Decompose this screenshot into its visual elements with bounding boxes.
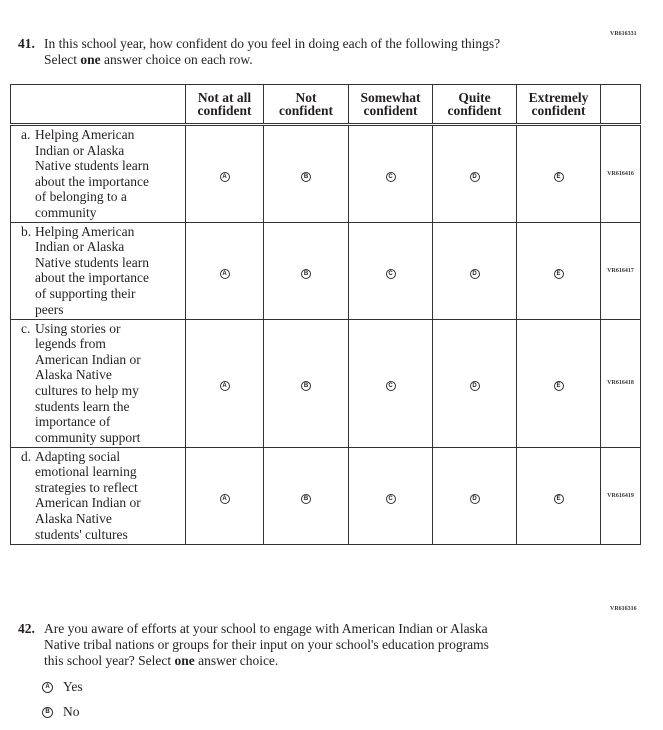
- prompt-text: answer choice on each row.: [100, 52, 253, 67]
- row-item: a. Helping American Indian or Alaska Nati…: [10, 124, 186, 223]
- radio-bubble-icon[interactable]: B: [301, 381, 311, 392]
- row-text: Helping American Indian or Alaska Native…: [35, 127, 149, 220]
- radio-bubble-icon[interactable]: C: [385, 171, 396, 182]
- question-42-code: VR616316: [610, 606, 637, 612]
- row-letter: a.: [21, 127, 31, 142]
- answer-cell[interactable]: E: [516, 318, 601, 448]
- row-item: b. Helping American Indian or Alaska Nati…: [10, 221, 186, 320]
- radio-bubble-icon[interactable]: E: [553, 493, 564, 504]
- header-row: Not at all confident Not confident Somew…: [10, 84, 641, 126]
- answer-cell[interactable]: D: [432, 221, 517, 320]
- radio-bubble-icon[interactable]: E: [553, 381, 564, 392]
- answer-cell[interactable]: C: [348, 318, 433, 448]
- radio-bubble-icon[interactable]: D: [469, 493, 480, 504]
- radio-bubble-icon[interactable]: C: [385, 381, 396, 392]
- prompt-text: Select: [44, 52, 81, 67]
- answer-cell[interactable]: D: [432, 446, 517, 545]
- row-code: VR616418: [600, 318, 641, 448]
- radio-bubble-icon[interactable]: A: [219, 171, 230, 182]
- radio-bubble-icon[interactable]: A: [219, 493, 230, 504]
- answer-cell[interactable]: D: [432, 318, 517, 448]
- answer-cell[interactable]: A: [185, 446, 264, 545]
- column-header: Somewhat confident: [348, 84, 433, 126]
- answer-cell[interactable]: B: [263, 318, 349, 448]
- row-item: d. Adapting social emotional learning str…: [10, 446, 186, 545]
- answer-cell[interactable]: B: [263, 124, 349, 223]
- prompt-text: Native tribal nations or groups for thei…: [44, 637, 489, 652]
- column-header: Not confident: [263, 84, 349, 126]
- header-blank: [10, 84, 186, 126]
- column-header: Extremely confident: [516, 84, 601, 126]
- prompt-text: answer choice.: [194, 653, 279, 668]
- option-yes[interactable]: A Yes: [42, 679, 83, 695]
- option-no[interactable]: B No: [42, 704, 80, 720]
- radio-bubble-icon[interactable]: A: [42, 681, 53, 693]
- header-blank: [600, 84, 641, 126]
- table-row: b. Helping American Indian or Alaska Nati…: [10, 221, 641, 320]
- option-label: No: [63, 704, 80, 719]
- prompt-text: In this school year, how confident do yo…: [44, 36, 501, 51]
- row-letter: b.: [21, 223, 32, 239]
- column-header: Quite confident: [432, 84, 517, 126]
- radio-bubble-icon[interactable]: B: [301, 268, 311, 279]
- answer-cell[interactable]: A: [185, 124, 264, 223]
- question-41-code: VR616331: [610, 31, 637, 37]
- radio-bubble-icon[interactable]: E: [553, 268, 564, 279]
- answer-cell[interactable]: B: [263, 221, 349, 320]
- answer-cell[interactable]: C: [348, 124, 433, 223]
- row-code: VR616417: [600, 221, 641, 320]
- prompt-text: this school year? Select: [44, 653, 175, 668]
- prompt-emphasis: one: [174, 653, 195, 668]
- prompt-emphasis: one: [80, 52, 101, 67]
- radio-bubble-icon[interactable]: D: [469, 381, 480, 392]
- question-number: 41.: [18, 36, 35, 51]
- radio-bubble-icon[interactable]: D: [469, 171, 480, 182]
- table-row: d. Adapting social emotional learning str…: [10, 446, 641, 545]
- answer-cell[interactable]: E: [516, 221, 601, 320]
- answer-cell[interactable]: E: [516, 124, 601, 223]
- radio-bubble-icon[interactable]: B: [301, 493, 311, 504]
- row-item: c. Using stories or legends from American…: [10, 318, 186, 448]
- row-letter: d.: [21, 448, 32, 464]
- answer-cell[interactable]: B: [263, 446, 349, 545]
- answer-cell[interactable]: A: [185, 221, 264, 320]
- row-letter: c.: [21, 320, 31, 336]
- option-label: Yes: [63, 679, 83, 694]
- row-code: VR616416: [600, 124, 641, 223]
- radio-bubble-icon[interactable]: B: [42, 706, 53, 718]
- row-code: VR616419: [600, 446, 641, 545]
- answer-cell[interactable]: C: [348, 446, 433, 545]
- column-header: Not at all confident: [185, 84, 264, 126]
- row-text: Helping American Indian or Alaska Native…: [35, 223, 149, 317]
- question-42-prompt: 42. Are you aware of efforts at your scho…: [18, 621, 489, 669]
- radio-bubble-icon[interactable]: C: [385, 493, 396, 504]
- radio-bubble-icon[interactable]: E: [553, 171, 564, 182]
- radio-bubble-icon[interactable]: D: [469, 268, 480, 279]
- table-row: a. Helping American Indian or Alaska Nati…: [10, 124, 641, 223]
- radio-bubble-icon[interactable]: A: [219, 268, 230, 279]
- row-text: Adapting social emotional learning strat…: [35, 448, 141, 542]
- answer-cell[interactable]: A: [185, 318, 264, 448]
- answer-cell[interactable]: E: [516, 446, 601, 545]
- confidence-grid: Not at all confident Not confident Somew…: [10, 84, 641, 545]
- radio-bubble-icon[interactable]: B: [301, 171, 311, 182]
- table-row: c. Using stories or legends from American…: [10, 318, 641, 448]
- answer-cell[interactable]: C: [348, 221, 433, 320]
- radio-bubble-icon[interactable]: C: [385, 268, 396, 279]
- question-number: 42.: [18, 621, 35, 636]
- question-41-prompt: 41. In this school year, how confident do…: [18, 36, 500, 68]
- prompt-text: Are you aware of efforts at your school …: [44, 621, 488, 636]
- radio-bubble-icon[interactable]: A: [219, 381, 230, 392]
- answer-cell[interactable]: D: [432, 124, 517, 223]
- row-text: Using stories or legends from American I…: [35, 320, 141, 445]
